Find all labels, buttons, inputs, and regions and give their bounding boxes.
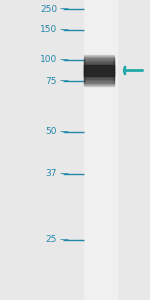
Bar (84, 61, 114, 80)
Text: —: — (60, 128, 69, 136)
Bar (84, 68, 114, 73)
Text: 250: 250 (40, 4, 57, 14)
Text: 150: 150 (40, 26, 57, 34)
Bar (84, 55, 114, 86)
Text: 25: 25 (46, 236, 57, 244)
Text: —: — (60, 26, 69, 34)
Text: —: — (60, 169, 69, 178)
Bar (84, 65, 114, 76)
Text: —: — (60, 76, 69, 85)
Text: 100: 100 (40, 56, 57, 64)
Text: 75: 75 (45, 76, 57, 85)
Bar (84, 59, 114, 82)
Text: —: — (60, 4, 69, 14)
Bar (84, 61, 114, 80)
Bar (84, 65, 114, 76)
Bar (84, 69, 114, 72)
Bar (84, 63, 114, 78)
Bar (84, 70, 114, 71)
Bar (84, 64, 114, 77)
Bar (84, 56, 114, 85)
Bar (84, 58, 114, 83)
Bar (84, 66, 114, 75)
Bar (84, 0, 117, 300)
Bar (84, 58, 114, 82)
Bar (84, 62, 114, 79)
Bar (84, 60, 114, 81)
Bar (84, 66, 114, 74)
Text: 37: 37 (45, 169, 57, 178)
Text: 50: 50 (45, 128, 57, 136)
Text: —: — (60, 236, 69, 244)
Bar (84, 67, 114, 74)
Text: —: — (60, 56, 69, 64)
Bar (84, 57, 114, 84)
